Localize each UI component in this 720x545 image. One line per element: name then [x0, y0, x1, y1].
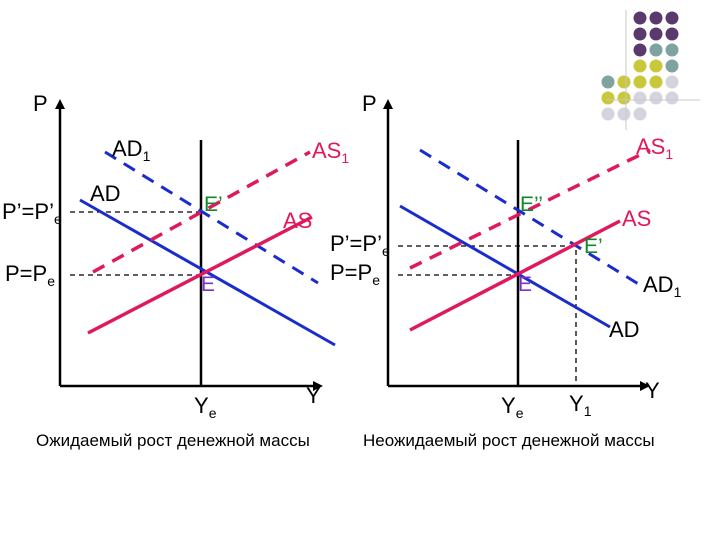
left-p-e-label: P=Pe	[5, 261, 55, 289]
left-caption: Ожидаемый рост денежной массы	[36, 431, 310, 450]
left-axis-y-label: P	[33, 91, 48, 116]
decorative-dot	[665, 91, 679, 105]
decorative-dot	[665, 27, 679, 41]
decorative-dot	[649, 11, 663, 25]
decorative-dot	[617, 91, 631, 105]
decorative-dot	[665, 11, 679, 25]
decorative-dot	[633, 91, 647, 105]
decorative-dot-grid	[601, 11, 679, 121]
right-ad1-label: AD1	[643, 272, 682, 300]
left-p-prime-e-label: P’=P’e	[2, 199, 62, 227]
left-axis-x-label: Y	[306, 383, 321, 408]
right-y1-label: Y1	[569, 391, 592, 419]
decorative-dot	[649, 43, 663, 57]
decorative-dot	[601, 75, 615, 89]
right-point-e-double-prime: E’’	[520, 193, 543, 216]
decorative-dot	[665, 75, 679, 89]
right-axis-y-label: P	[362, 91, 377, 116]
left-as1-label: AS1	[312, 138, 349, 166]
decorative-dot	[601, 91, 615, 105]
right-point-e-prime: E’	[584, 235, 603, 258]
right-axis-x-label: Y	[645, 378, 660, 403]
decorative-dot	[665, 59, 679, 73]
right-p-prime-e-label: P’=P’e	[330, 231, 390, 259]
decorative-dot	[665, 43, 679, 57]
decorative-dot	[633, 27, 647, 41]
left-ad1-label: AD1	[112, 136, 151, 164]
decorative-dot	[617, 75, 631, 89]
decorative-dot	[633, 59, 647, 73]
right-p-e-label: P=Pe	[330, 260, 380, 288]
right-as-curve	[409, 219, 621, 332]
decorative-dot	[649, 75, 663, 89]
right-point-e: E	[518, 273, 532, 296]
right-ad-curve	[399, 204, 611, 329]
right-ye-label: Ye	[501, 393, 524, 421]
left-as1-curve	[92, 150, 311, 274]
right-ad-label: AD	[609, 317, 640, 342]
decorative-dot	[649, 59, 663, 73]
decorative-dot	[601, 107, 615, 121]
left-ye-label: Ye	[194, 393, 217, 421]
right-as1-label: AS1	[636, 134, 673, 162]
left-ad1-curve	[104, 150, 319, 285]
decorative-dot	[633, 107, 647, 121]
left-point-e-prime: E’	[204, 193, 223, 216]
decorative-dot	[633, 75, 647, 89]
right-as-label: AS	[622, 206, 651, 231]
left-as-label: AS	[283, 208, 312, 233]
decorative-dot	[633, 11, 647, 25]
decorative-dot	[617, 107, 631, 121]
decorative-dot	[649, 27, 663, 41]
right-caption: Неожидаемый рост денежной массы	[363, 431, 655, 450]
left-panel: P Y AD1 AD AS1 AS P’=P’e P=Pe E’ E Ye Ож…	[2, 91, 349, 450]
left-as-curve	[87, 215, 313, 335]
right-as1-curve	[409, 148, 651, 270]
left-point-e: E	[201, 273, 215, 296]
decorative-dot	[633, 43, 647, 57]
decorative-dot	[649, 91, 663, 105]
left-ad-label: AD	[90, 181, 121, 206]
right-panel: P Y AS1 AS AD1 AD P’=P’e P=Pe E’’ E’ E Y…	[330, 91, 682, 450]
